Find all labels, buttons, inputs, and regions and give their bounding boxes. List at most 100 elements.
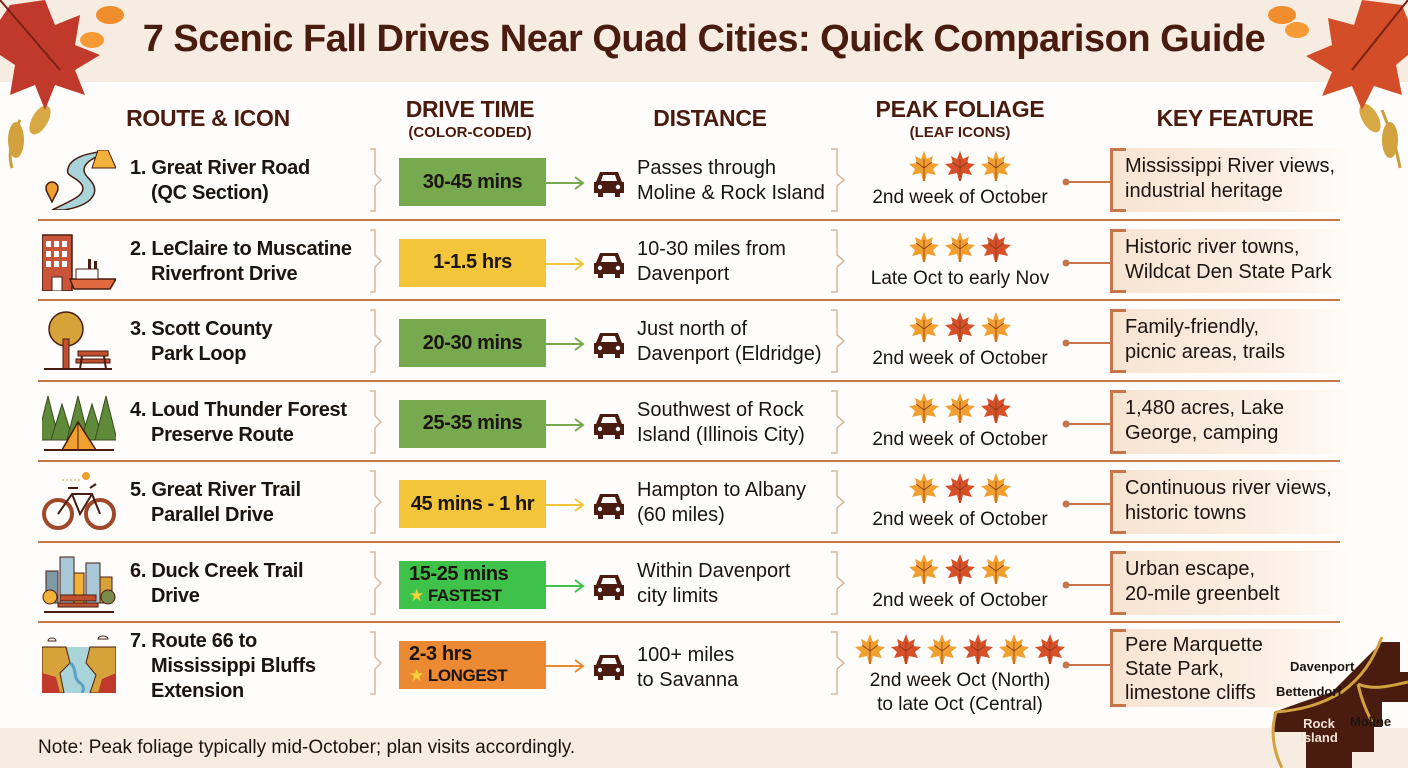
maple-leaf-icon bbox=[945, 231, 975, 262]
bracket-divider bbox=[831, 631, 845, 695]
map-label-rock-island: Rock Island bbox=[1300, 716, 1338, 745]
bracket-divider bbox=[370, 389, 382, 454]
maple-leaf-icon bbox=[945, 312, 975, 342]
route-row: 5. Great River Trail Parallel Drive 45 m… bbox=[38, 462, 1356, 543]
maple-leaf-icon bbox=[909, 473, 939, 503]
peak-foliage-text: 2nd week Oct (North) to late Oct (Centra… bbox=[869, 670, 1051, 715]
route-row: 1. Great River Road (QC Section) 30-45 m… bbox=[38, 140, 1356, 221]
arrow-right-icon bbox=[546, 578, 585, 593]
drive-time-badge: 25-35 mins bbox=[399, 399, 546, 448]
winding-road-icon bbox=[42, 149, 117, 211]
riverboat-town-icon bbox=[41, 231, 118, 292]
distance-text: Passes through Moline & Rock Island bbox=[637, 157, 825, 204]
bracket-divider bbox=[831, 550, 845, 615]
peak-foliage: 2nd week of October bbox=[850, 311, 1070, 371]
maple-leaf-icon bbox=[981, 392, 1011, 423]
key-feature: Continuous river views, historic towns bbox=[1110, 470, 1356, 534]
drive-time-badge: 20-30 mins bbox=[399, 319, 546, 367]
distance-text: 10-30 miles from Davenport bbox=[637, 237, 786, 285]
time-tag: ★ FASTEST bbox=[409, 585, 502, 605]
car-icon bbox=[594, 413, 624, 439]
route-name: 1. Great River Road (QC Section) bbox=[130, 157, 310, 204]
maple-leaf-icon bbox=[981, 312, 1011, 342]
bracket-divider bbox=[370, 631, 382, 695]
maple-leaf-icon bbox=[999, 634, 1029, 664]
bracket-divider bbox=[831, 309, 845, 373]
route-row: 2. LeClaire to Muscatine Riverfront Driv… bbox=[38, 221, 1356, 301]
route-row: 6. Duck Creek Trail Drive 15-25 mins ★ FA… bbox=[38, 543, 1356, 623]
route-row: 7. Route 66 to Mississippi Bluffs Extens… bbox=[38, 623, 1356, 717]
forest-tent-icon bbox=[36, 392, 118, 452]
car-icon bbox=[594, 655, 624, 680]
maple-leaf-icon bbox=[855, 634, 885, 664]
key-feature: Mississippi River views, industrial heri… bbox=[1110, 148, 1356, 212]
leaf-rating bbox=[850, 231, 1070, 265]
bicycle-icon bbox=[42, 472, 116, 532]
peak-foliage: 2nd week of October bbox=[850, 472, 1070, 532]
bracket-divider bbox=[370, 228, 382, 293]
maple-leaf-icon bbox=[1035, 634, 1065, 664]
peak-foliage: 2nd week Oct (North) to late Oct (Centra… bbox=[850, 633, 1070, 717]
key-feature: Historic river towns, Wildcat Den State … bbox=[1110, 228, 1356, 293]
routes-table: 1. Great River Road (QC Section) 30-45 m… bbox=[36, 140, 1356, 717]
route-row: 4. Loud Thunder Forest Preserve Route 25… bbox=[36, 382, 1356, 462]
distance-text: Hampton to Albany (60 miles) bbox=[637, 479, 806, 526]
car-icon bbox=[594, 333, 624, 358]
bracket-divider bbox=[370, 470, 382, 534]
bracket-divider bbox=[831, 389, 845, 454]
route-name: 6. Duck Creek Trail Drive bbox=[130, 559, 304, 607]
bracket-divider bbox=[370, 309, 382, 373]
car-icon bbox=[594, 574, 624, 600]
connector-line bbox=[1062, 259, 1112, 266]
bracket-divider bbox=[370, 148, 382, 212]
maple-leaf-icon bbox=[909, 231, 939, 262]
quad-cities-map-icon bbox=[1271, 636, 1408, 768]
drive-time-badge: 2-3 hrs ★ LONGEST bbox=[399, 641, 546, 689]
connector-line bbox=[1062, 661, 1112, 669]
bracket-divider bbox=[370, 550, 382, 615]
peak-foliage-text: 2nd week of October bbox=[872, 589, 1048, 611]
connector-line bbox=[1062, 500, 1112, 508]
note-band bbox=[0, 728, 1408, 768]
leaf-rating bbox=[850, 311, 1070, 345]
drive-time-badge: 15-25 mins ★ FASTEST bbox=[399, 560, 546, 609]
arrow-right-icon bbox=[546, 417, 585, 432]
maple-leaf-icon bbox=[963, 634, 993, 664]
key-feature: 1,480 acres, Lake George, camping bbox=[1110, 389, 1356, 454]
arrow-right-icon bbox=[546, 659, 585, 673]
route-name: 7. Route 66 to Mississippi Bluffs Extens… bbox=[130, 630, 316, 702]
peak-foliage: Late Oct to early Nov bbox=[850, 231, 1070, 291]
bracket-divider bbox=[831, 228, 845, 293]
key-feature: Pere Marquette State Park, limestone cli… bbox=[1110, 629, 1356, 707]
column-header-route: ROUTE & ICON bbox=[126, 105, 290, 131]
maple-leaf-icon bbox=[945, 553, 975, 584]
footnote: Note: Peak foliage typically mid-October… bbox=[38, 737, 576, 758]
drive-time-badge: 30-45 mins bbox=[399, 158, 546, 206]
connector-line bbox=[1062, 420, 1112, 427]
maple-leaf-icon bbox=[909, 392, 939, 423]
route-name: 5. Great River Trail Parallel Drive bbox=[130, 479, 301, 526]
peak-foliage: 2nd week of October bbox=[850, 553, 1070, 613]
peak-foliage-text: Late Oct to early Nov bbox=[870, 267, 1050, 289]
distance-text: 100+ miles to Savanna bbox=[637, 644, 739, 691]
leaf-rating bbox=[850, 553, 1070, 587]
time-tag: ★ LONGEST bbox=[409, 666, 508, 685]
title-band bbox=[0, 0, 1408, 82]
leaf-rating bbox=[850, 392, 1070, 426]
maple-leaf-icon bbox=[909, 151, 939, 181]
route-name: 3. Scott County Park Loop bbox=[130, 318, 273, 365]
distance-text: Within Davenport city limits bbox=[637, 559, 791, 607]
column-header-drive-time: DRIVE TIME (COLOR-CODED) bbox=[405, 96, 535, 141]
key-feature: Urban escape, 20-mile greenbelt bbox=[1110, 550, 1356, 615]
distance-text: Southwest of Rock Island (Illinois City) bbox=[637, 398, 805, 446]
page-title: 7 Scenic Fall Drives Near Quad Cities: Q… bbox=[142, 18, 1266, 60]
bracket-divider bbox=[831, 470, 845, 534]
canyon-river-icon bbox=[41, 633, 117, 694]
maple-leaf-cluster-icon bbox=[1268, 0, 1408, 169]
peak-foliage-text: 2nd week of October bbox=[872, 428, 1048, 450]
map-label-davenport: Davenport bbox=[1290, 659, 1355, 674]
connector-line bbox=[1062, 581, 1112, 588]
route-row: 3. Scott County Park Loop 20-30 mins Jus… bbox=[38, 301, 1356, 382]
maple-leaf-icon bbox=[945, 473, 975, 503]
maple-leaf-icon bbox=[927, 634, 957, 664]
